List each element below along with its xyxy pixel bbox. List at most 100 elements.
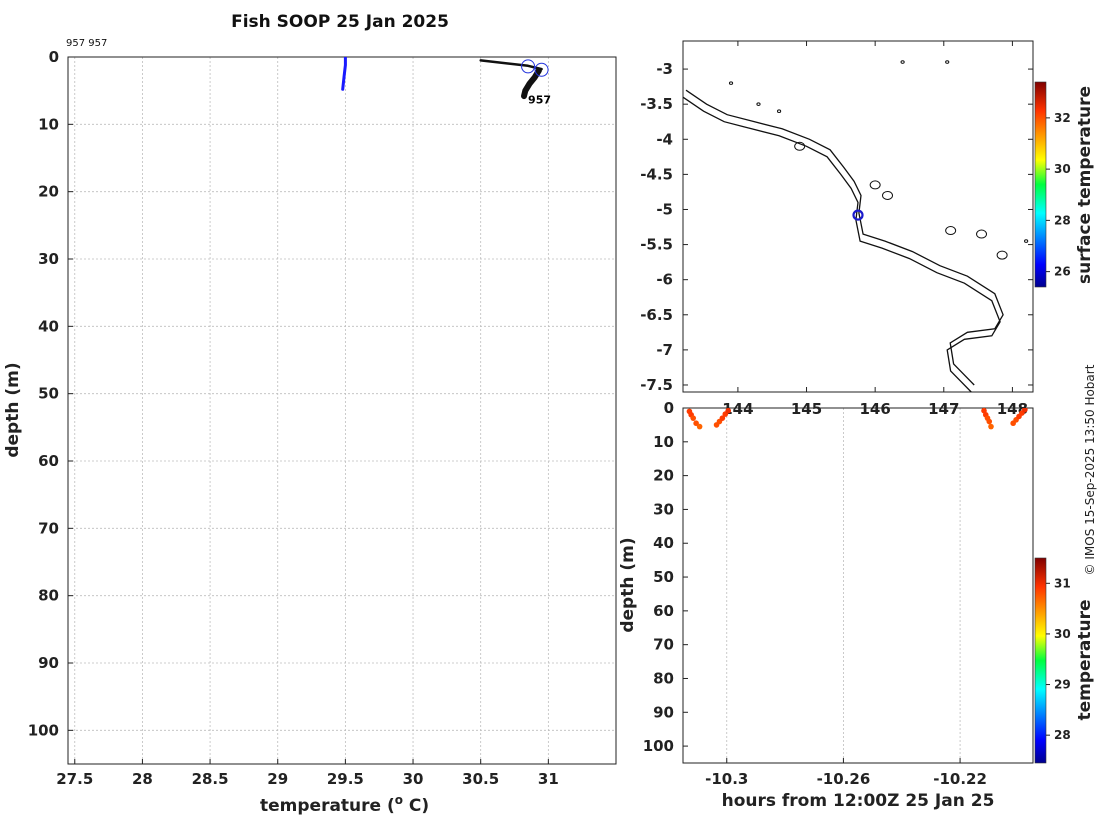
island <box>900 60 905 64</box>
map-xtick-label: 144 <box>722 400 753 418</box>
profile-annotation: 957 <box>528 93 551 106</box>
profile-xtick-label: 28 <box>132 770 153 788</box>
island <box>756 102 761 106</box>
time-depth-ytick-label: 30 <box>653 500 674 518</box>
profile-ytick-label: 20 <box>38 183 59 201</box>
map-colorbar-tick-label: 26 <box>1054 265 1071 279</box>
map-colorbar-tick-label: 32 <box>1054 111 1071 125</box>
time-depth-point <box>986 418 993 425</box>
time-depth-xlabel: hours from 12:00Z 25 Jan 25 <box>722 791 995 811</box>
credit-text: © IMOS 15-Sep-2025 13:50 Hobart <box>1083 364 1097 575</box>
time-depth-grid <box>726 408 961 763</box>
island <box>794 141 806 151</box>
profile-subtitle: 957 957 <box>66 38 107 49</box>
map-ytick-label: -3.5 <box>640 95 673 113</box>
time-depth-point <box>693 420 699 427</box>
time-depth-ytick-label: 20 <box>653 467 674 485</box>
time-depth-ytick-label: 10 <box>653 433 674 451</box>
time-depth-axes <box>682 407 1034 764</box>
profile-ytick-label: 60 <box>38 452 59 470</box>
time-depth-ytick-label: 90 <box>653 703 674 721</box>
profile-xtick-label: 29 <box>267 770 288 788</box>
profile-ytick-label: 70 <box>38 519 59 537</box>
profile-xlabel: temperature (o C) <box>260 793 429 816</box>
island <box>728 81 734 85</box>
profile-ytick-label: 40 <box>38 317 59 335</box>
coastline <box>683 96 1001 392</box>
time-depth-ytick-label: 60 <box>653 602 674 620</box>
time-depth-point <box>1022 408 1028 413</box>
map-ytick-label: -7 <box>656 341 673 359</box>
profile-ytick-label: 50 <box>38 385 59 403</box>
map-colorbar <box>1034 81 1047 288</box>
island <box>1024 239 1029 243</box>
time-depth-point <box>696 423 703 430</box>
map-colorbar-label: surface temperature <box>1075 86 1095 284</box>
map-ytick-label: -5.5 <box>640 236 673 254</box>
profile-title: Fish SOOP 25 Jan 2025 <box>231 12 449 32</box>
time-depth-point <box>988 423 994 430</box>
map-ytick-label: -7.5 <box>640 376 673 394</box>
temperature-colorbar-tick-label: 29 <box>1054 678 1071 692</box>
profile-ytick-label: 100 <box>28 721 59 739</box>
profile-series-line <box>341 57 347 91</box>
time-depth-point <box>725 408 732 414</box>
map-ytick-label: -5 <box>656 200 673 218</box>
profile-series-line <box>479 59 543 71</box>
profile-xtick-label: 31 <box>538 770 559 788</box>
island <box>869 180 881 190</box>
time-depth-xtick-label: -10.3 <box>705 770 748 788</box>
time-depth-ytick-label: 0 <box>664 399 674 417</box>
map-xtick-label: 145 <box>791 400 822 418</box>
map-ytick-label: -6 <box>656 271 673 289</box>
time-depth-ytick-label: 80 <box>653 669 674 687</box>
profile-ylabel: depth (m) <box>3 362 23 457</box>
profile-xtick-label: 28.5 <box>192 770 229 788</box>
island <box>996 250 1008 260</box>
temperature-colorbar-label: temperature <box>1075 599 1095 720</box>
time-depth-ytick-label: 70 <box>653 636 674 654</box>
map-ytick-label: -6.5 <box>640 306 673 324</box>
temperature-colorbar <box>1034 557 1047 764</box>
time-depth-ytick-label: 100 <box>643 737 674 755</box>
time-depth-ytick-label: 50 <box>653 568 674 586</box>
coastline <box>685 89 1004 386</box>
profile-ytick-label: 80 <box>38 587 59 605</box>
time-depth-point <box>690 415 697 421</box>
map-colorbar-tick-label: 28 <box>1054 213 1071 227</box>
time-depth-xtick-label: -10.26 <box>817 770 871 788</box>
map-ytick-label: -4 <box>656 130 673 148</box>
island <box>976 229 988 239</box>
profile-ytick-label: 30 <box>38 250 59 268</box>
island <box>945 60 950 64</box>
profile-marker <box>521 59 536 74</box>
map-colorbar-tick-label: 30 <box>1054 162 1071 176</box>
map-xtick-label: 147 <box>928 400 959 418</box>
profile-xtick-label: 30 <box>403 770 424 788</box>
profile-series-line <box>521 67 542 100</box>
profile-grid <box>68 56 616 764</box>
temperature-colorbar-tick-label: 30 <box>1054 627 1071 641</box>
profile-axes <box>67 56 617 765</box>
time-depth-ylabel: depth (m) <box>618 537 638 632</box>
map-axes <box>682 40 1034 393</box>
map-ytick-label: -3 <box>656 60 673 78</box>
profile-ytick-label: 90 <box>38 654 59 672</box>
profile-ytick-label: 0 <box>49 48 59 66</box>
island <box>882 190 894 200</box>
temperature-colorbar-tick-label: 28 <box>1054 728 1071 742</box>
map-ytick-label: -4.5 <box>640 165 673 183</box>
profile-marker <box>534 62 549 77</box>
profile-xtick-label: 29.5 <box>327 770 364 788</box>
island <box>776 109 782 113</box>
island <box>945 226 957 236</box>
profile-ytick-label: 10 <box>38 115 59 133</box>
temperature-colorbar-tick-label: 31 <box>1054 576 1071 590</box>
vessel-position-marker <box>852 209 864 221</box>
time-depth-ytick-label: 40 <box>653 534 674 552</box>
time-depth-xtick-label: -10.22 <box>933 770 987 788</box>
time-depth-point <box>719 415 726 421</box>
profile-xtick-label: 27.5 <box>56 770 93 788</box>
map-xtick-label: 146 <box>860 400 891 418</box>
